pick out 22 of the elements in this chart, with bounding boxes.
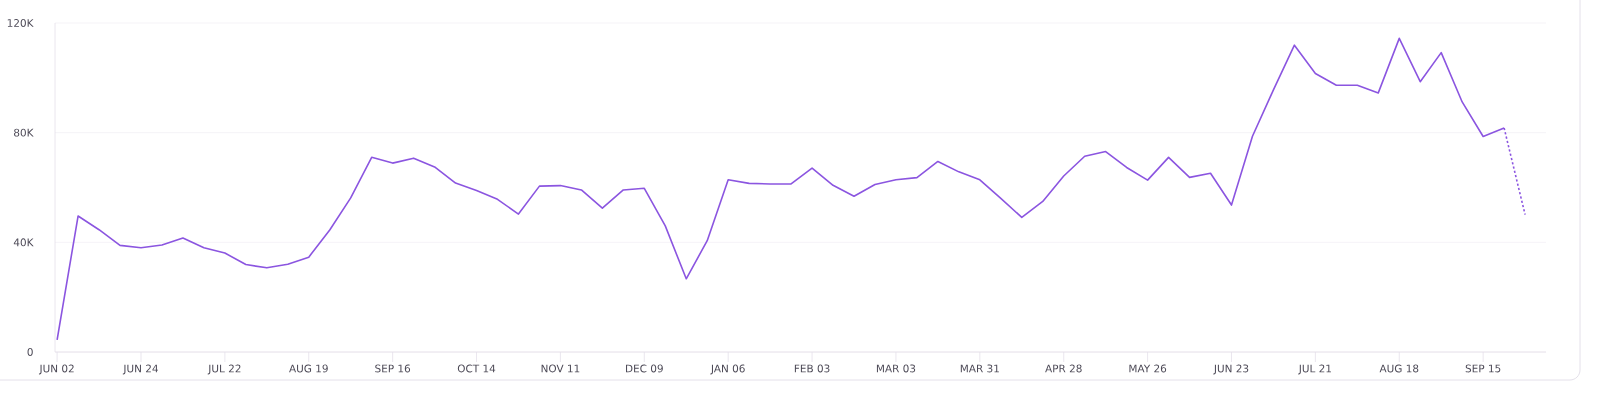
- y-tick-label: 0: [27, 348, 33, 356]
- x-tick-label: JUN 02: [38, 364, 74, 375]
- x-tick-label: JUN 23: [1213, 364, 1249, 375]
- x-tick-label: JUL 21: [1298, 364, 1331, 375]
- x-tick-label: JUL 22: [207, 364, 241, 375]
- x-tick-label: AUG 18: [1379, 364, 1419, 373]
- y-tick-label: 120K: [7, 19, 34, 27]
- x-tick-label: MAR 03: [876, 364, 916, 373]
- y-tick-label: 40K: [13, 238, 34, 247]
- x-tick-label: AUG 19: [289, 364, 328, 373]
- x-tick-label: JUN 24: [122, 364, 158, 375]
- x-tick-label: APR 28: [1045, 364, 1082, 373]
- x-tick-label: JAN 06: [710, 364, 745, 375]
- x-tick-label: MAY 26: [1129, 364, 1167, 373]
- x-tick-label: DEC 09: [626, 364, 663, 373]
- y-tick-label: 80K: [14, 128, 34, 137]
- x-tick-label: SEP 15: [1465, 364, 1501, 373]
- x-tick-label: OCT 14: [457, 364, 496, 373]
- x-tick-label: FEB 03: [794, 364, 830, 373]
- x-tick-label: MAR 31: [960, 364, 999, 373]
- x-tick-label: SEP 16: [375, 364, 411, 373]
- x-tick-label: NOV 11: [541, 364, 580, 373]
